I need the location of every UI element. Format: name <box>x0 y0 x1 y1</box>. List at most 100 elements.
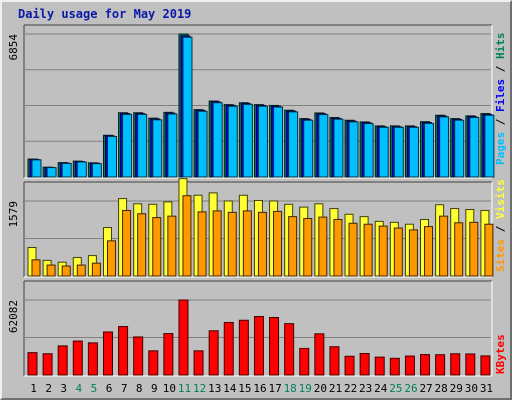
pages-bar <box>439 116 450 178</box>
x-tick-label: 3 <box>60 382 67 395</box>
x-tick-label: 22 <box>344 382 357 395</box>
sites-bar <box>182 195 192 277</box>
x-tick-label: 17 <box>268 382 281 395</box>
pages-bar <box>137 113 148 178</box>
kbytes-bar <box>329 346 340 376</box>
kbytes-bar <box>27 352 38 376</box>
kbytes-bar <box>420 354 431 376</box>
pages-bar <box>333 118 344 178</box>
legend-separator: / <box>494 59 507 79</box>
kbytes-bar <box>435 354 446 376</box>
kbytes-bar <box>374 356 385 376</box>
legend-visits: Visits <box>494 179 507 219</box>
kbytes-bar <box>42 353 53 376</box>
x-tick-label: 11 <box>178 382 191 395</box>
x-tick-label: 23 <box>359 382 372 395</box>
x-tick-label: 7 <box>121 382 128 395</box>
x-tick-label: 18 <box>284 382 297 395</box>
pages-bar <box>273 106 284 178</box>
sites-bar <box>348 222 358 277</box>
x-tick-label: 15 <box>238 382 251 395</box>
x-tick-label: 10 <box>163 382 176 395</box>
x-tick-label: 5 <box>91 382 98 395</box>
pages-bar <box>424 122 435 178</box>
kbytes-bar <box>163 333 174 376</box>
sites-bar <box>273 210 283 277</box>
pages-bar <box>106 136 117 178</box>
pages-bar <box>212 102 223 178</box>
kbytes-panel-ymax-label: 62082 <box>7 300 20 333</box>
x-tick-label: 19 <box>299 382 312 395</box>
kbytes-bar <box>450 353 461 376</box>
sites-bar <box>318 216 328 277</box>
kbytes-bar <box>344 355 355 376</box>
legend-pages: Pages <box>494 132 507 165</box>
sites-bar <box>393 227 403 277</box>
pages-bar <box>393 126 404 178</box>
sites-bar <box>303 218 313 277</box>
visits-panel-ymax-label: 1579 <box>7 201 20 228</box>
sites-bar <box>76 264 86 277</box>
kbytes-bar <box>269 316 280 376</box>
x-tick-label: 1 <box>30 382 37 395</box>
legend-files: Files <box>494 79 507 112</box>
sites-bar <box>122 209 132 277</box>
kbytes-bar <box>102 331 113 376</box>
x-tick-label: 6 <box>106 382 113 395</box>
sites-bar <box>227 211 237 277</box>
sites-bar <box>333 218 343 277</box>
x-tick-label: 9 <box>151 382 158 395</box>
pages-bar <box>257 105 268 178</box>
kbytes-bar <box>178 299 189 376</box>
kbytes-bar <box>72 340 83 376</box>
pages-bar <box>242 103 253 178</box>
pages-bar <box>469 117 480 178</box>
kbytes-bar <box>133 336 144 376</box>
sites-bar <box>46 264 56 277</box>
sites-bar <box>31 259 41 277</box>
x-tick-label: 29 <box>450 382 463 395</box>
kbytes-bar <box>87 342 98 376</box>
pages-bar <box>454 119 465 178</box>
kbytes-bar <box>57 345 68 376</box>
x-tick-label: 28 <box>435 382 448 395</box>
pages-bar <box>484 114 495 178</box>
pages-bar <box>167 113 178 178</box>
sites-bar <box>152 217 162 277</box>
x-tick-label: 13 <box>208 382 221 395</box>
sites-bar <box>197 211 207 277</box>
hits-panel: 6854 <box>7 24 495 179</box>
x-tick-label: 12 <box>193 382 206 395</box>
kbytes-bar <box>314 333 325 376</box>
kbytes-bar <box>253 316 264 376</box>
kbytes-panel: 62082 <box>7 280 493 377</box>
pages-bar <box>152 119 163 178</box>
legend-hits-files-pages: Pages / Files / Hits <box>494 33 507 166</box>
kbytes-bar <box>359 352 370 376</box>
legend-kbytes: KBytes <box>494 334 507 374</box>
kbytes-bar <box>238 319 249 376</box>
legend-separator: / <box>494 112 507 132</box>
sites-bar <box>212 210 222 277</box>
kbytes-bar <box>284 323 295 376</box>
x-tick-label: 27 <box>419 382 432 395</box>
kbytes-bar <box>208 330 219 376</box>
legend-kbytes: KBytes <box>494 334 507 374</box>
x-tick-label: 14 <box>223 382 237 395</box>
kbytes-bar <box>193 350 204 376</box>
pages-bar <box>303 119 314 178</box>
pages-bar <box>363 123 374 178</box>
kbytes-bar <box>223 321 234 376</box>
x-tick-label: 30 <box>465 382 478 395</box>
legend-hits: Hits <box>494 33 507 60</box>
sites-bar <box>137 213 147 277</box>
pages-bar <box>122 113 133 178</box>
x-tick-label: 2 <box>45 382 52 395</box>
sites-bar <box>167 215 177 277</box>
pages-bar <box>182 36 193 178</box>
pages-bar <box>227 105 238 178</box>
x-tick-label: 20 <box>314 382 327 395</box>
sites-bar <box>408 229 418 277</box>
x-tick-label: 26 <box>404 382 417 395</box>
